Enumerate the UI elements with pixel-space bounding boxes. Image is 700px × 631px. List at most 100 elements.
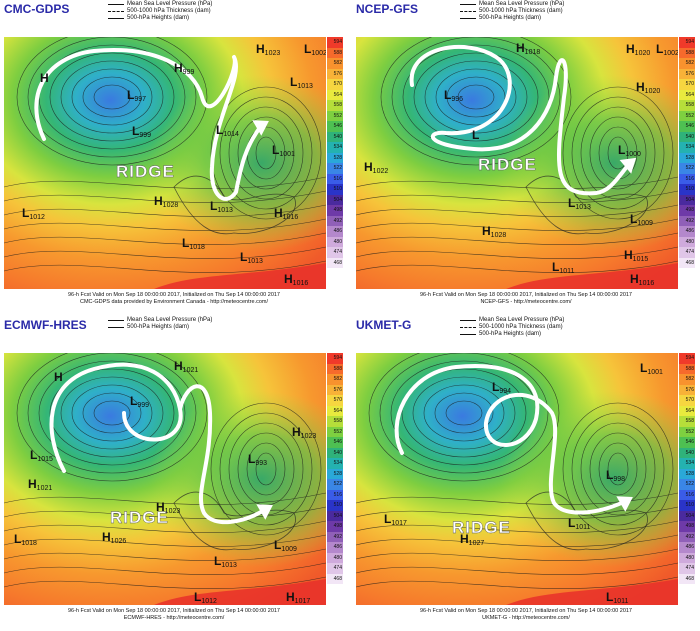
ridge-label: RIDGE bbox=[478, 155, 537, 174]
contour-line bbox=[246, 442, 286, 496]
contour-line bbox=[60, 376, 164, 450]
color-scale-tick: 546 bbox=[333, 123, 342, 129]
center-type: H bbox=[256, 42, 265, 56]
center-value: 999 bbox=[183, 69, 195, 76]
center-value: 1011 bbox=[575, 524, 590, 531]
legend-line-swatch bbox=[108, 4, 124, 5]
model-name: ECMWF-HRES bbox=[4, 318, 87, 332]
center-type: H bbox=[28, 477, 37, 491]
forecast-valid-text: 96-h Fcst Valid on Mon Sep 18 00:00:00 2… bbox=[67, 292, 280, 298]
center-value: 1023 bbox=[165, 508, 181, 515]
color-scale-cell: 546 bbox=[679, 121, 695, 132]
color-scale-tick: 516 bbox=[333, 491, 342, 498]
contour-line bbox=[607, 452, 629, 486]
center-type: L bbox=[214, 554, 221, 568]
center-value: 1028 bbox=[491, 232, 507, 239]
color-scale-cell: 486 bbox=[327, 226, 343, 237]
color-scale-cell: 486 bbox=[327, 542, 343, 553]
color-scale-cell: 492 bbox=[327, 531, 343, 542]
color-scale-cell: 522 bbox=[679, 163, 695, 174]
center-value: 1013 bbox=[247, 258, 263, 265]
model-name: UKMET-G bbox=[356, 318, 412, 332]
center-type: L bbox=[640, 361, 647, 375]
center-value: 1012 bbox=[201, 598, 217, 605]
center-type: L bbox=[618, 143, 625, 157]
center-type: L bbox=[630, 212, 637, 226]
color-scale-cell: 486 bbox=[679, 226, 695, 237]
color-scale-tick: 576 bbox=[333, 70, 342, 77]
pressure-center-low: L1018 bbox=[14, 532, 37, 547]
center-type: L bbox=[240, 250, 247, 264]
pressure-center-high: H1016 bbox=[284, 272, 308, 287]
color-scale-cell: 516 bbox=[327, 489, 343, 500]
legend-text: Mean Sea Level Pressure (hPa) bbox=[127, 317, 213, 323]
color-scale-cell: 582 bbox=[327, 374, 343, 385]
forecast-map: RIDGEHL999H1021L1015H1023L993H1021H1023L… bbox=[4, 353, 326, 605]
color-scale-tick: 522 bbox=[685, 481, 694, 487]
center-type: H bbox=[174, 61, 183, 75]
center-type: L bbox=[552, 260, 559, 274]
color-scale-tick: 498 bbox=[333, 207, 342, 213]
center-value: 998 bbox=[613, 476, 625, 483]
center-type: L bbox=[127, 88, 134, 102]
model-name: CMC-GDPS bbox=[4, 2, 70, 16]
pressure-center-low: L1013 bbox=[240, 250, 263, 265]
contour-line bbox=[93, 84, 131, 110]
color-scale-tick: 576 bbox=[685, 70, 694, 77]
center-value: 1011 bbox=[559, 268, 574, 275]
color-scale-cell: 468 bbox=[679, 573, 695, 584]
pressure-center-high: H bbox=[40, 71, 49, 85]
center-type: H bbox=[174, 359, 183, 373]
center-value: 996 bbox=[451, 96, 463, 103]
pressure-center-high: H1020 bbox=[626, 42, 650, 57]
center-type: H bbox=[636, 80, 645, 94]
pressure-center-low: L1014 bbox=[216, 123, 239, 138]
contour-line bbox=[401, 368, 527, 458]
center-value: 1020 bbox=[645, 88, 661, 95]
center-type: L bbox=[290, 75, 297, 89]
color-scale-tick: 564 bbox=[333, 407, 342, 414]
color-scale-cell: 474 bbox=[327, 563, 343, 574]
pressure-center-high: H1021 bbox=[28, 477, 52, 492]
panel-ncep-gfs: NCEP-GFS Mean Sea Level Pressure (hPa) 500… bbox=[352, 0, 698, 313]
contour-line bbox=[379, 353, 549, 474]
center-value: 1011 bbox=[613, 598, 628, 605]
contour-line bbox=[356, 576, 678, 589]
color-scale-cell: 558 bbox=[327, 100, 343, 111]
color-scale-tick: 546 bbox=[685, 123, 694, 129]
contour-line bbox=[571, 96, 665, 210]
legend-row-heights: 500-hPa Heights (dam) bbox=[108, 324, 212, 331]
contour-line bbox=[435, 68, 517, 126]
pressure-center-low: L1000 bbox=[618, 143, 641, 158]
trough-field bbox=[4, 37, 326, 289]
color-scale-cell: 480 bbox=[327, 552, 343, 563]
panel-cmc-gdps: CMC-GDPS Mean Sea Level Pressure (hPa) 500… bbox=[0, 0, 346, 313]
contour-line bbox=[49, 368, 175, 458]
contour-line bbox=[219, 96, 313, 210]
center-value: 1015 bbox=[633, 256, 649, 263]
color-scale-cell: 528 bbox=[327, 468, 343, 479]
pressure-center-high: H1028 bbox=[482, 224, 506, 239]
contour-line bbox=[356, 562, 678, 575]
color-scale-tick: 498 bbox=[685, 207, 694, 213]
color-scale-tick: 498 bbox=[333, 523, 342, 529]
color-scale-cell: 528 bbox=[327, 152, 343, 163]
center-type: L bbox=[568, 196, 575, 210]
legend-text: 500-hPa Heights (dam) bbox=[479, 15, 542, 21]
center-type: L bbox=[274, 538, 281, 552]
color-scale-tick: 528 bbox=[685, 470, 694, 477]
center-type: L bbox=[14, 532, 21, 546]
ridge-label: RIDGE bbox=[110, 508, 169, 527]
color-scale-tick: 492 bbox=[333, 533, 342, 540]
center-type: H bbox=[624, 248, 633, 262]
color-scale-tick: 534 bbox=[685, 144, 694, 150]
color-scale-tick: 480 bbox=[333, 554, 342, 561]
color-scale-tick: 588 bbox=[333, 49, 342, 56]
contour-line bbox=[4, 520, 326, 533]
center-type: L bbox=[272, 143, 279, 157]
center-type: L bbox=[444, 88, 451, 102]
center-type: H bbox=[102, 530, 111, 544]
color-scale-tick: 582 bbox=[333, 376, 342, 382]
